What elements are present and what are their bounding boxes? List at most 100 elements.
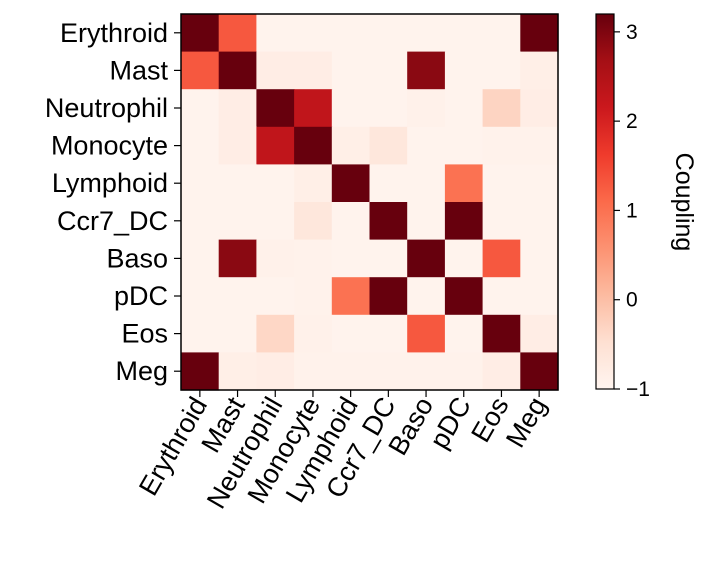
- heatmap-cell: [181, 352, 220, 391]
- heatmap-cell: [218, 314, 257, 353]
- heatmap-cell: [331, 14, 371, 53]
- heatmap-cell: [218, 352, 257, 391]
- heatmap-cell: [218, 51, 257, 90]
- column-label: pDC: [424, 392, 477, 454]
- heatmap-cell: [256, 89, 295, 128]
- heatmap-cell: [181, 314, 220, 353]
- heatmap-cell: [444, 164, 484, 203]
- heatmap-cell: [482, 314, 521, 353]
- colorbar: [595, 13, 615, 390]
- heatmap-cell: [256, 14, 295, 53]
- row-label: Baso: [106, 243, 168, 273]
- heatmap-cell: [482, 51, 521, 90]
- heatmap-cell: [256, 126, 295, 165]
- column-labels: ErythroidMastNeutrophilMonocyteLymphoidC…: [133, 390, 552, 514]
- heatmap-cell: [294, 202, 333, 241]
- heatmap-cell: [520, 164, 559, 203]
- heatmap-cell: [294, 239, 333, 278]
- heatmap-cell: [444, 314, 484, 353]
- heatmap-cell: [520, 277, 559, 316]
- row-label: Mast: [109, 55, 168, 85]
- heatmap-cell: [369, 239, 408, 278]
- heatmap-cell: [369, 277, 408, 316]
- heatmap-cell: [218, 89, 257, 128]
- heatmap-cell: [407, 352, 446, 391]
- heatmap-cell: [369, 51, 408, 90]
- heatmap-cell: [331, 89, 371, 128]
- heatmap-cell: [520, 51, 559, 90]
- heatmap-cell: [331, 126, 371, 165]
- heatmap-cell: [256, 277, 295, 316]
- heatmap-cell: [181, 51, 220, 90]
- colorbar-ticks: −1 0 1 2 3: [614, 21, 650, 401]
- heatmap-cell: [482, 277, 521, 316]
- row-label: Neutrophil: [45, 93, 168, 123]
- heatmap-cell: [369, 314, 408, 353]
- heatmap-cell: [218, 14, 257, 53]
- heatmap-cell: [482, 202, 521, 241]
- heatmap-cell: [218, 277, 257, 316]
- row-labels: Erythroid Mast Neutrophil Monocyte Lymphoid C…: [45, 18, 181, 386]
- colorbar-tick-label: 3: [626, 21, 638, 44]
- heatmap-cell: [407, 51, 446, 90]
- heatmap-cell: [407, 314, 446, 353]
- column-label: Meg: [500, 392, 552, 452]
- heatmap-cell: [294, 164, 333, 203]
- heatmap-cell: [181, 202, 220, 241]
- heatmap-cell: [520, 239, 559, 278]
- heatmap-cell: [294, 314, 333, 353]
- heatmap-cell: [256, 352, 295, 391]
- heatmap-cell: [181, 164, 220, 203]
- heatmap-cell: [331, 277, 371, 316]
- heatmap-cell: [407, 202, 446, 241]
- heatmap-cell: [482, 164, 521, 203]
- heatmap-cell: [256, 314, 295, 353]
- colorbar-tick-label: 2: [626, 110, 638, 133]
- heatmap-cell: [181, 14, 220, 53]
- heatmap-cell: [520, 314, 559, 353]
- heatmap-cell: [256, 164, 295, 203]
- heatmap-cell: [294, 352, 333, 391]
- heatmap-cell: [520, 89, 559, 128]
- heatmap-cell: [369, 89, 408, 128]
- colorbar-tick-label: −1: [626, 378, 650, 401]
- row-label: Erythroid: [60, 18, 168, 48]
- heatmap-cell: [181, 277, 220, 316]
- heatmap-cell: [256, 202, 295, 241]
- heatmap-cell: [294, 14, 333, 53]
- heatmap-cell: [256, 239, 295, 278]
- heatmap-cell: [181, 239, 220, 278]
- heatmap-cell: [331, 164, 371, 203]
- heatmap-cell: [218, 164, 257, 203]
- heatmap-cell: [331, 314, 371, 353]
- heatmap-cell: [331, 51, 371, 90]
- heatmap-cell: [331, 202, 371, 241]
- row-label: Lymphoid: [52, 168, 168, 198]
- plot-frame: [180, 13, 559, 391]
- colorbar-label: Coupling: [670, 153, 698, 252]
- heatmap-cell: [520, 14, 559, 53]
- heatmap-cell: [520, 126, 559, 165]
- heatmap-cell: [218, 202, 257, 241]
- heatmap-cell: [369, 352, 408, 391]
- heatmap-cell: [520, 352, 559, 391]
- heatmap-cell: [407, 164, 446, 203]
- heatmap-cell: [444, 202, 484, 241]
- heatmap-cell: [331, 239, 371, 278]
- heatmap-cell: [482, 352, 521, 391]
- heatmap-cell: [181, 89, 220, 128]
- heatmap-cell: [407, 277, 446, 316]
- heatmap-cell: [407, 89, 446, 128]
- row-label: Meg: [115, 356, 168, 386]
- heatmap-cell: [218, 239, 257, 278]
- heatmap-cell: [407, 239, 446, 278]
- heatmap-cell: [369, 14, 408, 53]
- heatmap-cell: [369, 126, 408, 165]
- heatmap-cell: [520, 202, 559, 241]
- heatmap-cell: [444, 239, 484, 278]
- heatmap-cell: [444, 14, 484, 53]
- colorbar-tick-label: 0: [626, 289, 638, 312]
- row-label: Ccr7_DC: [57, 206, 168, 236]
- heatmap-cell: [444, 277, 484, 316]
